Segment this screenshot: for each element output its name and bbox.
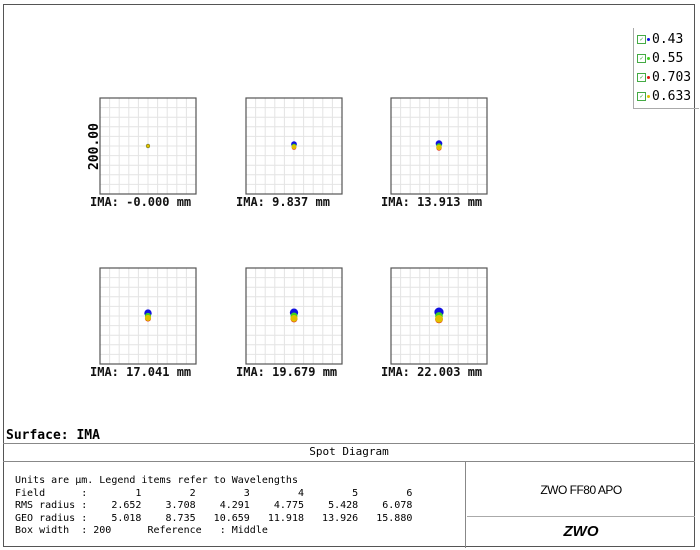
legend-label: 0.55 (652, 51, 684, 66)
spot-box (99, 267, 197, 365)
legend-item[interactable]: ✓ 0.55 (637, 49, 699, 68)
field-label: IMA: 22.003 mm (381, 365, 483, 379)
spot-box (99, 97, 197, 195)
spot-0.633 (144, 314, 152, 321)
legend-label: 0.43 (652, 32, 684, 47)
spot-box (245, 267, 343, 365)
geo-row: GEO radius : 5.018 8.735 10.659 11.918 1… (15, 512, 413, 524)
checkbox-icon[interactable]: ✓ (637, 54, 646, 63)
field-label: IMA: 13.913 mm (381, 195, 483, 209)
product-name: ZWO FF80 APO (467, 461, 695, 517)
table-title: Spot Diagram (3, 444, 695, 462)
zwo-logo: ZWO (563, 523, 599, 540)
field-label: IMA: 9.837 mm (236, 195, 330, 209)
checkbox-icon[interactable]: ✓ (637, 73, 646, 82)
spot-0.633 (146, 144, 150, 148)
plot-frame (3, 4, 695, 547)
legend: ✓ 0.43 ✓ 0.55 ✓ 0.703 ✓ 0.633 (633, 28, 699, 109)
rms-row: RMS radius : 2.652 3.708 4.291 4.775 5.4… (15, 500, 413, 511)
field-label: IMA: 19.679 mm (236, 365, 338, 379)
spot-0.633 (435, 315, 443, 323)
legend-label: 0.703 (652, 70, 692, 85)
spot-box (390, 267, 488, 365)
field-row: Field : 1 2 3 4 5 6 (15, 487, 413, 499)
y-axis-label: 200.00 (87, 123, 102, 170)
checkbox-icon[interactable]: ✓ (637, 35, 646, 44)
color-swatch (647, 76, 650, 79)
info-table: Spot Diagram Units are µm. Legend items … (3, 443, 695, 548)
spot-0.633 (436, 144, 442, 151)
stats-panel: Units are µm. Legend items refer to Wave… (3, 461, 466, 548)
color-swatch (647, 95, 650, 98)
spot-box (390, 97, 488, 195)
color-swatch (647, 38, 650, 41)
spot-0.633 (290, 314, 298, 322)
legend-item[interactable]: ✓ 0.43 (637, 30, 699, 49)
color-swatch (647, 57, 650, 60)
checkbox-icon[interactable]: ✓ (637, 92, 646, 101)
spot-0.633 (291, 144, 297, 150)
spot-plots: 200.00 (87, 97, 488, 365)
field-label: IMA: 17.041 mm (90, 365, 192, 379)
field-label: IMA: -0.000 mm (90, 195, 192, 209)
surface-label: Surface: IMA (6, 428, 100, 443)
legend-item[interactable]: ✓ 0.703 (637, 68, 699, 87)
legend-label: 0.633 (652, 89, 692, 104)
spot-box (245, 97, 343, 195)
box-width-row: Box width : 200 Reference : Middle (15, 525, 268, 536)
units-note: Units are µm. Legend items refer to Wave… (15, 475, 298, 486)
legend-item[interactable]: ✓ 0.633 (637, 87, 699, 106)
